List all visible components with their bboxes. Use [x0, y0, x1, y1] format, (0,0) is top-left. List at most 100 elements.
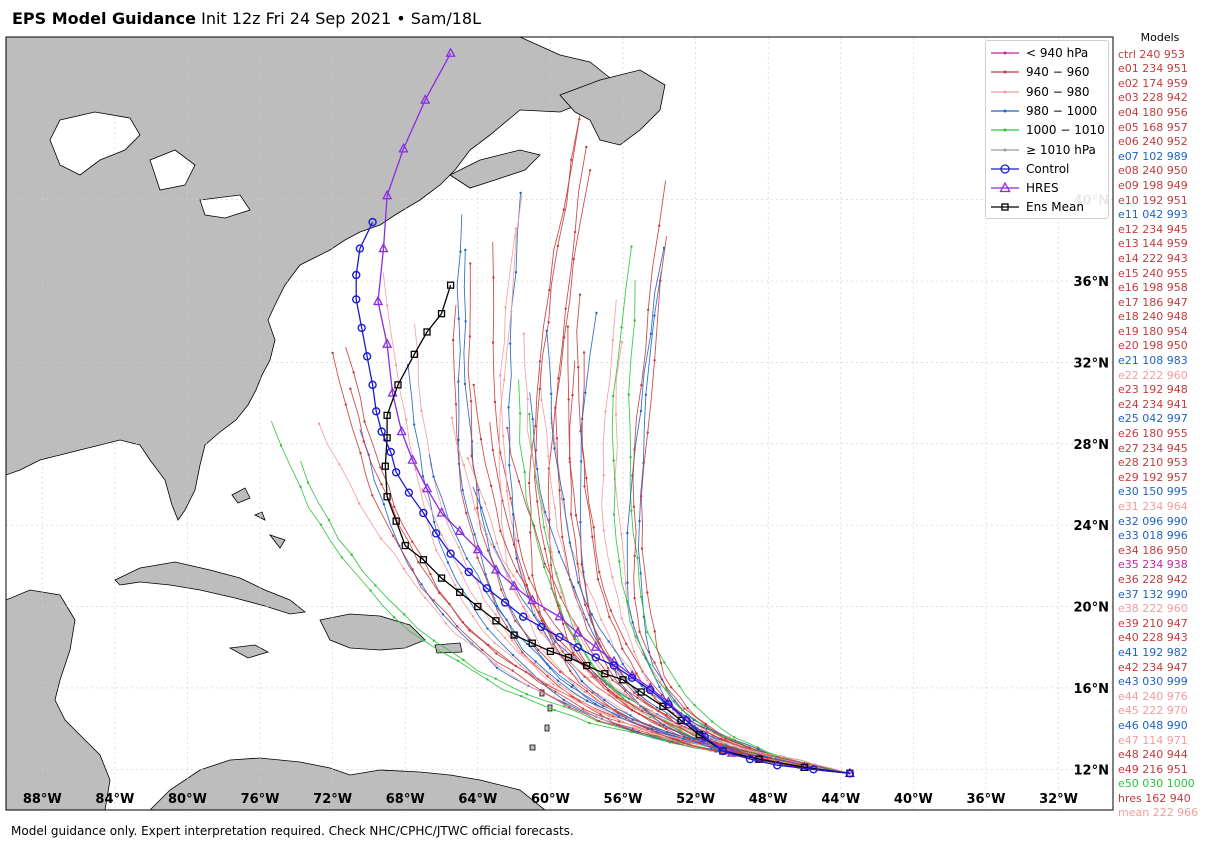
ensemble-track-point — [572, 257, 575, 261]
model-entry: e21 108 983 — [1118, 354, 1188, 368]
ensemble-track-point — [457, 438, 460, 442]
model-entry: e20 198 950 — [1118, 339, 1188, 353]
ensemble-track-point — [522, 605, 525, 609]
model-entry: e32 096 990 — [1118, 514, 1188, 528]
ensemble-track-point — [710, 720, 714, 723]
ensemble-track-point — [611, 575, 614, 579]
ensemble-track-point — [662, 724, 665, 727]
ensemble-track-point — [700, 723, 704, 726]
ensemble-track-point — [748, 746, 752, 750]
lon-tick-label: 40°W — [894, 792, 933, 807]
ensemble-track-point — [362, 440, 365, 443]
ensemble-track-point — [671, 741, 674, 744]
ensemble-track-point — [573, 230, 577, 234]
ensemble-track-point — [434, 549, 438, 552]
ensemble-track-point — [492, 276, 495, 279]
ensemble-track-point — [509, 342, 512, 345]
ensemble-track-point — [564, 307, 567, 310]
ensemble-track-point — [555, 437, 559, 440]
ensemble-track-point — [617, 720, 621, 723]
ensemble-track-point — [678, 729, 682, 732]
models-list: ctrl 240 953 e01 234 951 e02 174 959 e03 22… — [1118, 48, 1210, 821]
legend-label: 940 − 960 — [1026, 65, 1090, 80]
model-entry: e26 180 955 — [1118, 427, 1188, 441]
ensemble-track-point — [604, 410, 607, 413]
ensemble-track-point — [466, 457, 469, 460]
ensemble-track-point — [468, 335, 472, 338]
ensemble-track-point — [684, 743, 687, 747]
ensemble-track-point — [644, 393, 648, 396]
ensemble-track-point — [540, 631, 543, 634]
model-entry: e50 030 1000 — [1118, 777, 1195, 791]
ensemble-track-point — [558, 489, 561, 492]
legend-marker — [1003, 109, 1007, 113]
ensemble-track-point — [646, 591, 649, 594]
ensemble-track-point — [578, 293, 582, 296]
ensemble-track-point — [666, 730, 669, 734]
ensemble-track-point — [639, 572, 642, 575]
ensemble-track-point — [630, 245, 633, 248]
legend-item: 980 − 1000 — [986, 102, 1108, 120]
ensemble-track-point — [429, 572, 432, 576]
ensemble-track-point — [531, 574, 534, 577]
ensemble-track-point — [457, 546, 461, 549]
ensemble-track-point — [681, 709, 684, 712]
ensemble-track-point — [405, 418, 408, 421]
ensemble-track-point — [583, 603, 587, 606]
ensemble-track-point — [714, 750, 717, 753]
model-entry: e45 222 970 — [1118, 704, 1188, 718]
ensemble-track-point — [683, 707, 686, 710]
hres-point — [608, 655, 620, 666]
ensemble-track-point — [576, 562, 579, 565]
ensemble-track-point — [566, 325, 570, 328]
ensemble-track-point — [521, 651, 524, 654]
lat-tick-label: 28°N — [1074, 438, 1109, 453]
ensemble-track-point — [393, 505, 396, 508]
ensemble-track-point — [363, 420, 366, 423]
control-point — [404, 488, 414, 497]
ensemble-track-point — [630, 709, 634, 712]
ensemble-track-point — [349, 387, 352, 391]
ensemble-track-point — [531, 455, 534, 458]
hres-point — [554, 610, 565, 621]
ensemble-track-point — [561, 650, 564, 653]
ensemble-track-point — [620, 340, 624, 344]
ensemble-track-point — [735, 750, 738, 754]
ensemble-track-point — [542, 526, 546, 529]
ensemble-track-point — [421, 475, 425, 478]
ensemble-track-point — [469, 262, 472, 265]
hres-point — [527, 594, 538, 605]
legend-marker — [1003, 51, 1007, 55]
ensemble-track-point — [572, 651, 575, 654]
model-entry: e48 240 944 — [1118, 748, 1188, 762]
ensemble-track-point — [531, 417, 534, 421]
ensemble-track-point — [421, 488, 424, 491]
legend-swatch — [991, 51, 1019, 55]
ensemble-track-point — [625, 642, 628, 646]
ensemble-track-point — [556, 679, 560, 682]
ensemble-track-point — [814, 763, 817, 766]
legend-swatch — [991, 203, 1019, 212]
ensemble-track-point — [411, 568, 414, 571]
legend-label: ≥ 1010 hPa — [1026, 142, 1096, 157]
ensemble-track-point — [621, 647, 624, 650]
lon-tick-label: 84°W — [95, 792, 134, 807]
control-point — [431, 529, 441, 538]
legend-label: Control — [1026, 161, 1070, 176]
ensemble-track-point — [338, 463, 341, 466]
ensemble-track-point — [460, 571, 463, 575]
ensemble-track-point — [465, 511, 468, 515]
ensemble-track-point — [655, 706, 659, 709]
model-entry: e39 210 947 — [1118, 616, 1188, 630]
ensemble-track-point — [678, 684, 681, 688]
control-point — [500, 598, 510, 607]
ensemble-track-point — [527, 481, 531, 485]
hres-point — [372, 295, 384, 306]
hres-point — [387, 387, 398, 397]
hres-point — [590, 641, 601, 651]
ensemble-track-point — [546, 675, 549, 678]
ensemble-track-point — [727, 737, 731, 740]
ensemble-track-point — [538, 610, 541, 614]
control-point — [377, 427, 386, 436]
